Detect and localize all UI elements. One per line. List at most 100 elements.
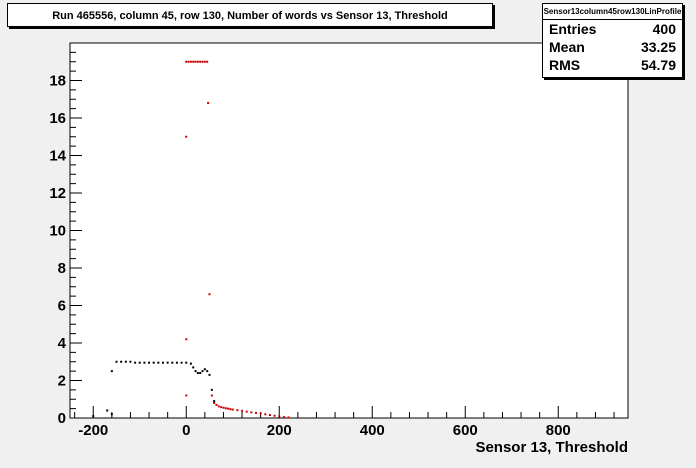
data-point-black (124, 360, 127, 363)
data-point-red (185, 394, 188, 397)
data-point-red (255, 411, 257, 414)
data-point-black (175, 361, 178, 364)
data-point-black (110, 370, 113, 373)
data-point-red (220, 406, 223, 409)
data-point-black (185, 361, 188, 364)
data-point-black (106, 409, 109, 412)
data-point-red (208, 293, 211, 296)
data-point-red (224, 407, 227, 410)
data-point-black (143, 361, 146, 364)
x-tick-label: 400 (360, 422, 385, 439)
data-point-red (217, 405, 220, 408)
stats-name: Sensor13column45row130LinProfile (543, 4, 682, 20)
x-tick-label: 200 (267, 422, 292, 439)
data-point-black (210, 388, 213, 391)
data-point-red (196, 60, 199, 63)
stats-value: 400 (652, 21, 676, 37)
plot-frame (69, 42, 629, 419)
stats-label: Entries (549, 21, 597, 37)
data-point-black (180, 361, 183, 364)
y-tick-label: 4 (58, 335, 67, 352)
data-point-red (187, 60, 190, 63)
data-point-black (110, 413, 113, 416)
data-point-red (264, 413, 267, 416)
data-point-red (199, 60, 202, 63)
data-point-black (92, 415, 95, 418)
stats-label: RMS (549, 57, 581, 73)
stats-label: Mean (549, 39, 585, 55)
data-point-black (134, 361, 137, 364)
data-point-red (250, 411, 253, 414)
data-point-black (192, 366, 195, 369)
stats-value: 54.79 (640, 57, 676, 73)
data-point-black (157, 361, 160, 364)
data-point-black (203, 368, 206, 371)
data-point-black (199, 372, 202, 374)
y-tick-label: 16 (49, 110, 66, 127)
data-point-red (273, 414, 276, 417)
data-point-red (282, 416, 285, 419)
y-tick-label: 0 (58, 410, 66, 427)
data-point-red (287, 416, 290, 419)
data-point-black (115, 360, 118, 363)
data-point-black (166, 361, 169, 364)
data-point-red (203, 60, 206, 63)
stats-row-mean: Mean 33.25 (543, 38, 682, 56)
data-point-red (185, 135, 188, 138)
stats-row-entries: Entries 400 (543, 20, 682, 38)
data-point-red (259, 412, 262, 415)
data-point-red (231, 408, 234, 411)
data-point-red (194, 60, 197, 63)
y-tick-label: 6 (58, 298, 66, 315)
data-point-black (171, 361, 174, 364)
data-point-black (206, 370, 209, 373)
data-point-red (236, 409, 239, 412)
y-tick-label: 14 (49, 148, 66, 165)
data-point-red (213, 402, 216, 404)
y-tick-label: 18 (49, 73, 66, 90)
data-point-black (129, 360, 132, 363)
x-axis-label: Sensor 13, Threshold (475, 439, 628, 456)
data-point-black (152, 361, 155, 364)
data-point-black (138, 361, 141, 364)
data-point-black (208, 373, 211, 376)
data-point-red (189, 60, 192, 63)
data-point-red (229, 408, 232, 411)
chart-title: Run 465556, column 45, row 130, Number o… (7, 3, 493, 27)
data-point-red (278, 415, 281, 418)
data-point-red (185, 338, 188, 341)
data-point-red (215, 403, 218, 406)
data-point-black (120, 360, 123, 363)
x-tick-label: 600 (453, 422, 478, 439)
y-tick-label: 12 (49, 185, 66, 202)
data-point-black (162, 361, 164, 364)
x-tick-label: 0 (182, 422, 190, 439)
y-tick-label: 2 (58, 373, 66, 390)
stats-value: 33.25 (640, 39, 676, 55)
y-tick-label: 10 (49, 223, 66, 240)
data-point-black (196, 372, 199, 374)
data-point-red (210, 394, 213, 397)
stats-row-rms: RMS 54.79 (543, 56, 682, 74)
data-point-black (189, 362, 192, 365)
data-point-red (185, 60, 188, 63)
data-point-black (201, 370, 204, 373)
data-point-red (192, 60, 195, 63)
data-point-red (206, 60, 209, 63)
data-point-red (222, 406, 225, 409)
x-tick-label: 800 (546, 422, 571, 439)
data-point-red (268, 414, 271, 416)
data-point-red (207, 102, 210, 104)
y-tick-label: 8 (58, 260, 66, 277)
data-point-red (201, 60, 204, 63)
stats-box: Sensor13column45row130LinProfile Entries… (542, 3, 683, 78)
data-point-black (213, 400, 216, 403)
data-point-black (148, 361, 151, 364)
data-point-red (227, 407, 230, 410)
data-point-red (241, 409, 244, 412)
x-tick-label: -200 (78, 422, 108, 439)
data-point-red (245, 410, 248, 413)
data-point-black (194, 370, 197, 373)
